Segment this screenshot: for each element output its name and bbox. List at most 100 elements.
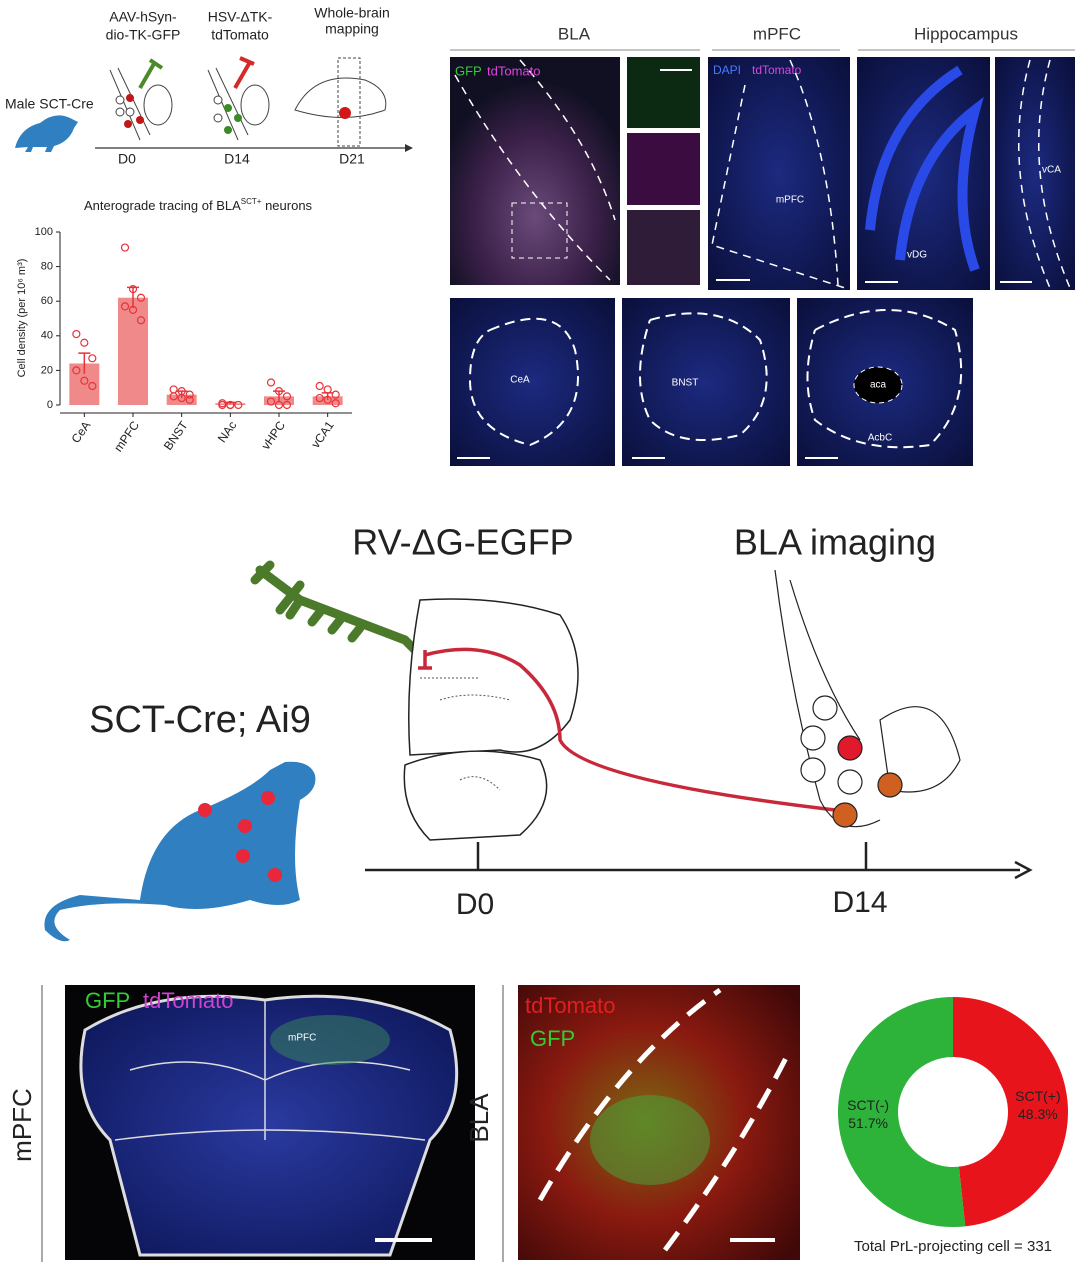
top-images: BLA mPFC Hippocampus GFP tdTomato DAPI t… (450, 24, 1075, 466)
data-point (120, 243, 130, 252)
hippocampus-band (865, 65, 984, 272)
bar-chart: Anterograde tracing of BLASCT+ neurons C… (16, 197, 352, 454)
region: AcbC (868, 433, 892, 444)
region: vDG (907, 250, 927, 261)
x-tick-label: vHPC (259, 418, 289, 452)
y-tick-label: 0 (47, 399, 53, 411)
side-label: mPFC (7, 1088, 37, 1162)
label: AAV-hSyn- (109, 9, 177, 25)
day: D0 (118, 151, 136, 167)
outline (468, 317, 579, 447)
label: BLA imaging (734, 522, 936, 563)
subdivisions (114, 1000, 426, 1141)
caption: Total PrL-projecting cell = 331 (854, 1238, 1052, 1255)
micrograph-inset (627, 57, 700, 128)
x-tick-label: BNST (161, 418, 191, 453)
signal (270, 1015, 390, 1065)
syringe (138, 58, 164, 89)
y-axis-label: Cell density (per 10⁶ m³) (16, 259, 28, 378)
aca-outline (853, 366, 903, 404)
brain-section (408, 598, 579, 756)
micrograph (708, 57, 850, 290)
data-point (72, 366, 81, 375)
data-point (266, 397, 276, 406)
label: tdTomato (211, 27, 269, 43)
top-schematic: AAV-hSyn- dio-TK-GFP HSV-ΔTK- tdTomato W… (5, 5, 413, 167)
data-point (88, 381, 97, 391)
label: RV-ΔG-EGFP (352, 522, 573, 563)
day: D14 (832, 886, 887, 919)
bar (166, 394, 197, 405)
rat-silhouette (44, 761, 316, 942)
label: dio-TK-GFP (106, 27, 181, 43)
value-label: 51.7% (848, 1115, 888, 1131)
data-point (234, 400, 243, 410)
data-point (282, 400, 292, 410)
data-point (315, 393, 324, 403)
data-point (136, 293, 146, 302)
x-tick-label: CeA (69, 419, 94, 446)
label: Male SCT-Cre (5, 96, 94, 112)
data-point (218, 400, 227, 410)
x-tick-label: mPFC (111, 418, 142, 454)
label: HSV-ΔTK- (208, 9, 273, 25)
data-point (282, 392, 292, 401)
outline (454, 59, 616, 281)
bottom-images: mPFC GFP tdTomato mPFC BLA tdTomato GFP (7, 985, 800, 1262)
channel: tdTomato (143, 988, 234, 1013)
label: Whole-brain (314, 5, 389, 21)
middle-schematic: RV-ΔG-EGFP BLA imaging SCT-Cre; Ai9 D0 D… (44, 522, 1033, 942)
segment-label: SCT(-) (847, 1097, 889, 1113)
data-point (80, 376, 89, 385)
mouse-icon (15, 115, 78, 152)
projection (418, 647, 836, 812)
region: vCA (1042, 165, 1061, 176)
inset-box (511, 202, 568, 259)
region: aca (870, 380, 887, 391)
data-point (331, 390, 340, 399)
x-tick-label: NAc (215, 419, 239, 446)
brain-section (79, 994, 459, 1257)
data-point (331, 399, 340, 408)
micrograph (450, 57, 620, 285)
data-point (315, 381, 324, 391)
arrow (1014, 860, 1033, 880)
data-point (120, 302, 130, 311)
cells (800, 695, 903, 828)
bar (118, 297, 148, 405)
donut-segment (953, 997, 1068, 1227)
data-point (323, 395, 332, 404)
day: D21 (339, 151, 365, 167)
y-tick-label: 40 (41, 330, 53, 342)
data-point (323, 385, 332, 394)
y-tick-label: 80 (41, 261, 53, 273)
data-point (72, 329, 81, 339)
channel: GFP (455, 63, 482, 78)
data-point (88, 354, 97, 363)
region: CeA (510, 375, 530, 386)
cells (115, 94, 351, 134)
side-label: BLA (464, 1093, 494, 1143)
error-bar (78, 352, 91, 374)
micrograph-inset (627, 133, 700, 205)
outline (1018, 59, 1071, 289)
outline (639, 312, 768, 441)
outline (806, 309, 963, 449)
bar (312, 396, 343, 405)
syringe (233, 56, 255, 89)
channel: tdTomato (752, 63, 802, 77)
donut-segment (838, 997, 966, 1227)
data-point (274, 400, 284, 410)
micrograph-inset (627, 210, 700, 285)
channel: DAPI (713, 63, 741, 77)
data-point (80, 338, 89, 347)
y-tick-label: 60 (41, 295, 53, 307)
brain-section (403, 750, 548, 841)
channel: GFP (85, 988, 130, 1013)
value-label: 48.3% (1018, 1106, 1058, 1122)
data-point (226, 400, 235, 410)
x-tick-label: vCA1 (308, 418, 336, 450)
micrograph (622, 298, 790, 466)
label: mapping (325, 21, 379, 37)
data-point (177, 393, 186, 403)
